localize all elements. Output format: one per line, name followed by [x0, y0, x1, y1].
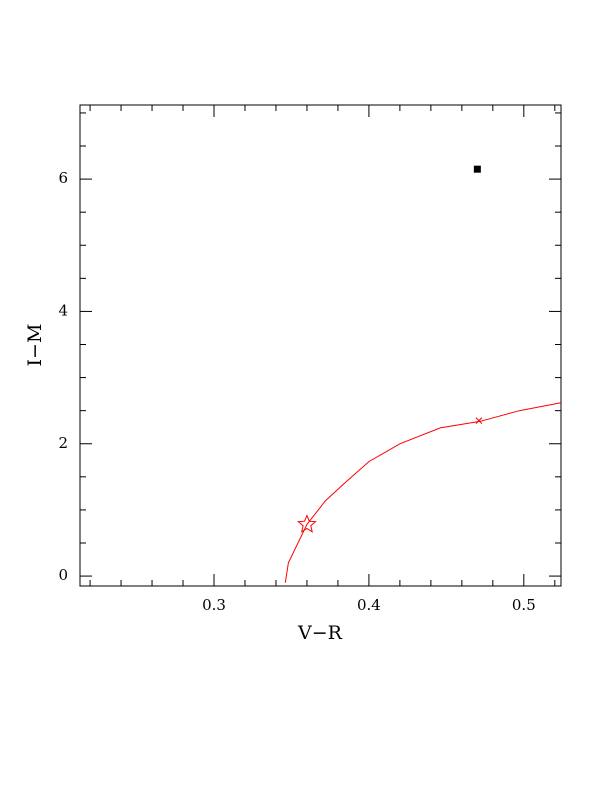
x-tick-label: 0.4: [357, 596, 381, 614]
x-tick-label: 0.3: [202, 596, 226, 614]
cross-marker: [475, 417, 483, 424]
plot-frame: [79, 104, 562, 587]
y-axis-label: I−M: [24, 324, 46, 367]
y-tick-label: 4: [58, 301, 68, 319]
y-tick-label: 0: [58, 566, 68, 584]
y-tick-label: 6: [58, 169, 68, 187]
star-marker: [297, 514, 317, 533]
y-tick-label: 2: [58, 434, 68, 452]
x-tick-label: 0.5: [512, 596, 536, 614]
x-axis-label: V−R: [297, 622, 343, 644]
curve: [284, 402, 562, 583]
square-marker: [473, 165, 481, 173]
